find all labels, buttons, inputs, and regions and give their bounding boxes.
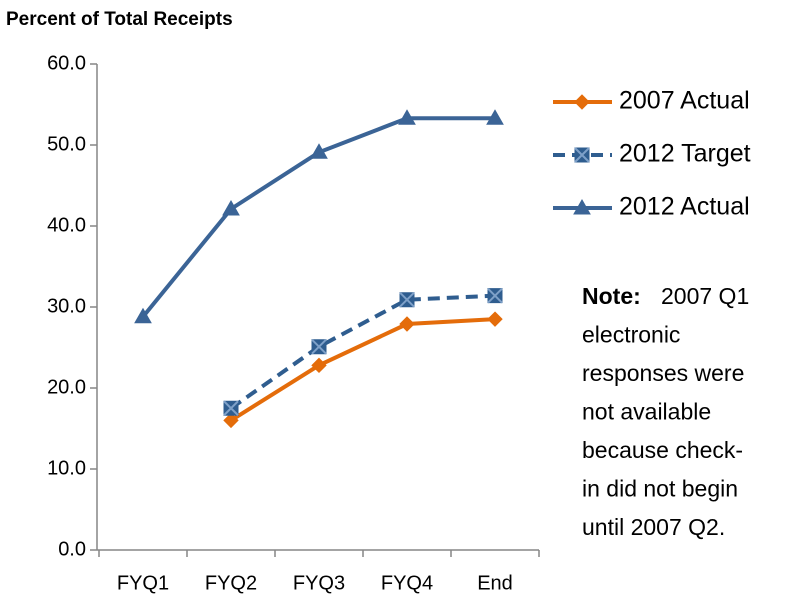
chart-title: Percent of Total Receipts xyxy=(6,9,233,30)
data-point xyxy=(223,412,239,429)
note-line: not available xyxy=(582,399,711,425)
data-point xyxy=(398,109,416,125)
y-tick-label: 0.0 xyxy=(58,538,86,560)
data-point xyxy=(310,143,328,159)
data-point xyxy=(222,199,240,216)
y-tick-label: 60.0 xyxy=(47,52,86,74)
note-line: because check- xyxy=(582,437,743,463)
note-line: electronic xyxy=(582,322,680,348)
x-tick-label: FYQ4 xyxy=(381,572,433,594)
x-tick-label: FYQ2 xyxy=(205,572,257,594)
legend-marker xyxy=(573,198,591,215)
data-point-cross xyxy=(487,287,503,304)
note-line: responses were xyxy=(582,360,744,386)
y-tick-label: 50.0 xyxy=(47,133,86,155)
x-tick-label: End xyxy=(477,572,513,594)
legend-label: 2007 Actual xyxy=(619,87,750,115)
series-line xyxy=(229,293,496,410)
legend-label: 2012 Actual xyxy=(619,193,750,221)
y-tick-label: 10.0 xyxy=(47,457,86,479)
data-point xyxy=(399,316,415,332)
data-point xyxy=(134,307,152,324)
data-point-cross xyxy=(399,292,415,308)
data-point-cross xyxy=(223,400,239,416)
note-line: in did not begin xyxy=(582,476,738,502)
note-line: until 2007 Q2. xyxy=(582,514,725,540)
data-point xyxy=(486,109,504,125)
data-point-cross xyxy=(311,338,327,355)
legend-marker xyxy=(574,94,590,110)
note-label: Note: xyxy=(582,283,641,309)
series-line xyxy=(229,317,496,423)
data-point xyxy=(311,357,327,374)
legend-label: 2012 Target xyxy=(619,140,751,168)
data-point xyxy=(487,311,503,327)
x-tick-label: FYQ1 xyxy=(117,572,169,594)
y-tick-label: 20.0 xyxy=(47,376,86,398)
y-tick-label: 40.0 xyxy=(47,214,86,236)
x-tick-label: FYQ3 xyxy=(293,572,345,594)
y-tick-label: 30.0 xyxy=(47,295,86,317)
note-line: 2007 Q1 xyxy=(661,283,749,309)
legend-marker-cross xyxy=(574,147,590,163)
